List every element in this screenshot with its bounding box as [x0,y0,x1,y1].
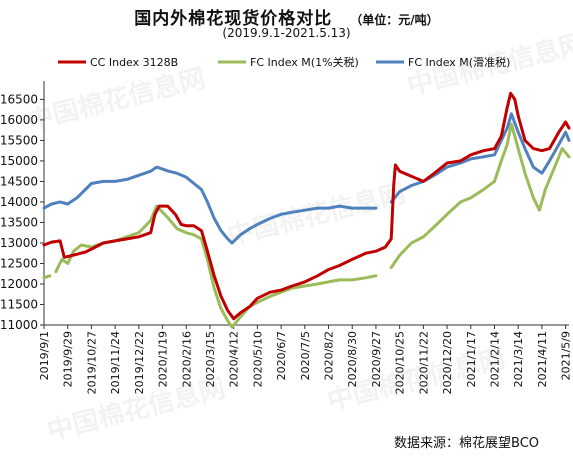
x-tick-label: 2020/9/27 [370,331,383,387]
y-tick-label: 12500 [0,256,38,270]
x-tick-label: 2019/10/27 [85,331,98,394]
watermark-text: 中国棉花信息网 [24,63,208,137]
x-tick-label: 2019/9/29 [62,331,75,387]
axes: 11000 11500 12000 12500 13000 13500 14000 14500… [0,81,573,394]
x-tick-label: 2020/8/30 [346,331,359,387]
data-source-note: 数据来源：棉花展望BCO [394,436,539,451]
legend-label-1: FC Index M(1%关税) [250,55,359,69]
x-tick-label: 2020/6/7 [275,331,288,380]
y-tick-label: 14500 [0,174,38,188]
x-tick-label: 2020/11/22 [417,331,430,394]
x-tick-label: 2020/2/16 [180,331,193,387]
x-tick-label: 2020/4/12 [228,331,241,387]
y-tick-label: 15000 [0,154,38,168]
legend-label-2: FC Index M(滑准税) [408,55,510,69]
legend: CC Index 3128B FC Index M(1%关税) FC Index M… [58,55,510,69]
y-tick-label: 13000 [0,236,38,250]
x-tick-label: 2021/2/14 [488,331,501,387]
y-tick-label: 11500 [0,297,38,311]
x-tick-label: 2020/1/19 [157,331,170,387]
chart-title: 国内外棉花现货价格对比 （单位：元/吨） [0,4,573,29]
x-tick-label: 2020/3/15 [204,331,217,387]
series-layer [42,91,571,329]
date-range-subtitle: (2019.9.1-2021.5.13) [222,26,351,40]
y-tick-label: 15500 [0,133,38,147]
x-tick-label: 2021/3/14 [512,331,525,387]
y-tick-label: 13500 [0,215,38,229]
x-tick-label: 2021/4/11 [536,331,549,387]
x-tick-label: 2020/12/20 [441,331,454,394]
series-line-0 [42,91,571,321]
x-tick-label: 2020/10/25 [394,331,407,394]
x-tick-label: 2019/11/24 [109,331,122,394]
x-tick-label: 2020/7/5 [299,331,312,380]
watermark-text: 中国棉花信息网 [224,178,408,252]
x-tick-label: 2019/12/22 [133,331,146,394]
y-tick-label: 11000 [0,318,38,332]
x-tick-label: 2021/5/9 [560,331,573,380]
y-tick-label: 16000 [0,113,38,127]
x-tick-label: 2021/1/17 [465,331,478,387]
legend-label-0: CC Index 3128B [90,56,178,69]
x-tick-label: 2019/9/1 [38,331,51,380]
title-text: 国内外棉花现货价格对比 [134,9,333,29]
y-tick-label: 12000 [0,277,38,291]
x-tick-label: 2020/8/2 [323,331,336,380]
y-tick-label: 16500 [0,92,38,106]
unit-label: （单位：元/吨） [350,13,439,27]
x-tick-label: 2020/5/10 [251,331,264,387]
y-tick-label: 14000 [0,195,38,209]
